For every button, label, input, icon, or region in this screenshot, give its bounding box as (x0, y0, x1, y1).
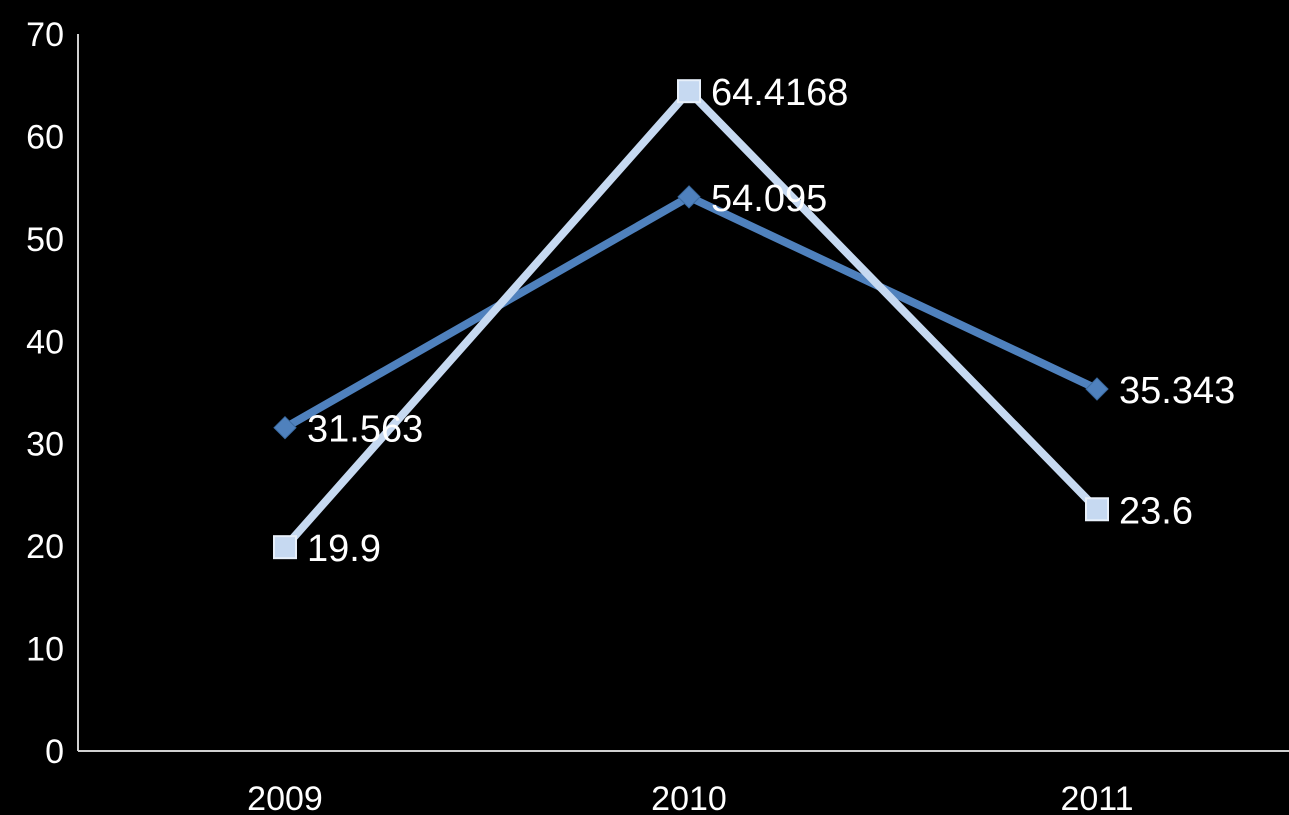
series-2-point (273, 535, 297, 560)
series-1-point (677, 185, 701, 209)
x-axis-ticks: 2009 2010 2011 (247, 780, 1133, 815)
series-2-data-label: 19.9 (307, 528, 381, 570)
series-1-point (273, 415, 297, 440)
y-tick-label: 20 (26, 528, 64, 566)
series-2-data-label: 23.6 (1119, 490, 1193, 532)
y-tick-label: 60 (26, 118, 64, 156)
y-tick-label: 70 (26, 16, 64, 54)
y-axis-ticks: 0 10 20 30 40 50 60 70 (26, 16, 64, 771)
series-1-data-label: 35.343 (1119, 370, 1235, 412)
series-1-point (1085, 377, 1109, 401)
series-2-point (1085, 497, 1109, 522)
y-tick-label: 50 (26, 221, 64, 259)
x-tick-label: 2009 (247, 780, 323, 815)
series-2-point (677, 79, 701, 104)
series-1-data-label: 54.095 (711, 178, 827, 220)
y-tick-label: 30 (26, 426, 64, 464)
x-tick-label: 2010 (651, 780, 727, 815)
data-labels: 31.563 54.095 35.343 19.9 64.4168 23.6 (307, 72, 1235, 570)
series-layer (273, 79, 1109, 560)
series-2-data-label: 64.4168 (711, 72, 848, 114)
y-tick-label: 0 (45, 733, 64, 771)
y-tick-label: 40 (26, 323, 64, 361)
x-tick-label: 2011 (1060, 780, 1133, 815)
y-tick-label: 10 (26, 631, 64, 669)
series-1-data-label: 31.563 (307, 409, 423, 451)
